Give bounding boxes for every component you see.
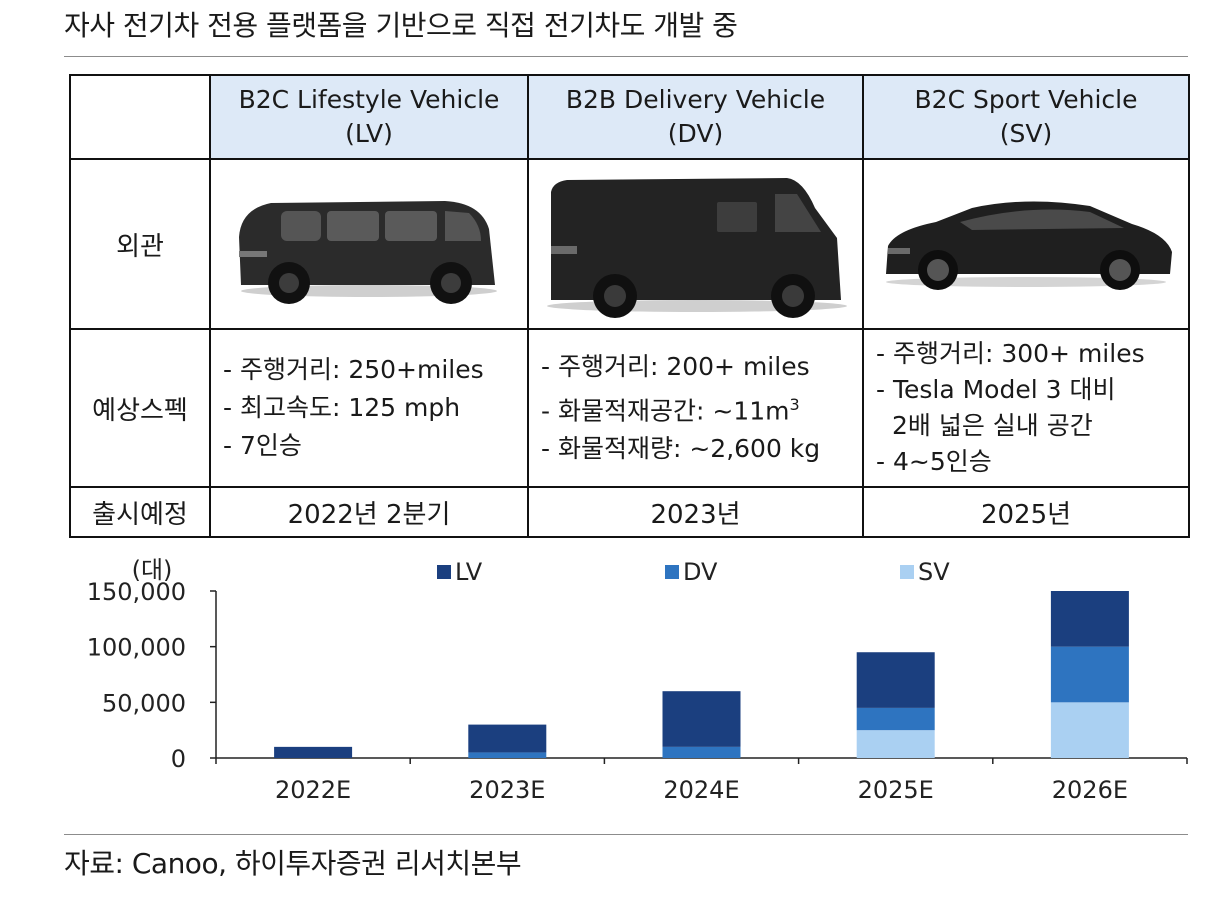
spec-line: - 주행거리: 300+ miles — [876, 339, 1145, 368]
bar-sv-2026e — [1050, 702, 1129, 758]
sv-launch: 2025년 — [862, 486, 1190, 538]
dv-van-icon — [546, 178, 847, 318]
bar-dv-2024e — [662, 746, 741, 758]
bar-lv-2025e — [856, 652, 935, 708]
x-tick-label: 2023E — [469, 776, 545, 804]
legend-swatch-sv — [900, 565, 914, 579]
spec-line: - 화물적재량: ~2,600 kg — [541, 434, 821, 464]
lv-van-icon — [239, 201, 497, 304]
spec-line: - 7인승 — [223, 431, 302, 460]
spec-line: - 주행거리: 200+ miles — [541, 351, 810, 381]
legend-swatch-dv — [665, 565, 679, 579]
legend-swatch-lv — [437, 565, 451, 579]
x-tick-label: 2022E — [275, 776, 351, 804]
bar-lv-2023e — [468, 724, 547, 753]
dv-specs: - 주행거리: 200+ miles - 화물적재공간: ~11m3 - 화물적… — [527, 328, 864, 488]
spec-line: - 주행거리: 250+miles — [223, 355, 484, 384]
sv-specs: - 주행거리: 300+ miles - Tesla Model 3 대비 2배… — [862, 328, 1190, 488]
spec-line: - 최고속도: 125 mph — [223, 393, 461, 422]
top-divider — [64, 56, 1188, 57]
sv-vehicle-image — [862, 158, 1190, 330]
y-tick-label: 100,000 — [87, 634, 186, 662]
spec-line: - Tesla Model 3 대비 — [876, 375, 1116, 404]
row-label-launch: 출시예정 — [69, 486, 211, 538]
bar-lv-2022e — [274, 746, 353, 758]
header-sv: B2C Sport Vehicle (SV) — [862, 74, 1190, 160]
bar-sv-2025e — [856, 730, 935, 758]
legend-label-dv: DV — [683, 558, 718, 586]
corner-cell — [69, 74, 211, 160]
bar-lv-2026e — [1050, 591, 1129, 647]
x-tick-label: 2026E — [1052, 776, 1128, 804]
legend-label-sv: SV — [918, 558, 950, 586]
bar-dv-2025e — [856, 707, 935, 731]
spec-line: - 화물적재공간: ~11m3 — [541, 394, 800, 426]
bar-dv-2026e — [1050, 646, 1129, 703]
vehicle-spec-table: B2C Lifestyle Vehicle (LV) B2B Delivery V… — [69, 74, 1190, 538]
y-tick-label: 50,000 — [102, 689, 186, 717]
header-dv: B2B Delivery Vehicle (DV) — [527, 74, 864, 160]
x-tick-label: 2025E — [858, 776, 934, 804]
x-tick-label: 2024E — [663, 776, 739, 804]
y-axis-unit-label: (대) — [132, 556, 173, 584]
table-header-row: B2C Lifestyle Vehicle (LV) B2B Delivery V… — [69, 74, 1190, 160]
sv-car-icon — [886, 201, 1172, 290]
row-label-exterior: 외관 — [69, 158, 211, 330]
source-note: 자료: Canoo, 하이투자증권 리서치본부 — [64, 847, 522, 880]
header-lv: B2C Lifestyle Vehicle (LV) — [209, 74, 529, 160]
legend-label-lv: LV — [455, 558, 483, 586]
spec-line: - 4~5인승 — [876, 447, 992, 476]
dv-vehicle-image — [527, 158, 864, 330]
y-tick-label: 0 — [171, 745, 186, 773]
spec-line: 2배 넓은 실내 공간 — [892, 411, 1093, 440]
bar-dv-2023e — [468, 752, 547, 758]
row-label-specs: 예상스펙 — [69, 328, 211, 488]
lv-launch: 2022년 2분기 — [209, 486, 529, 538]
dv-launch: 2023년 — [527, 486, 864, 538]
exterior-row: 외관 — [69, 158, 1190, 330]
lv-vehicle-image — [209, 158, 529, 330]
bar-lv-2024e — [662, 691, 741, 747]
spec-row: 예상스펙 - 주행거리: 250+miles - 최고속도: 125 mph -… — [69, 328, 1190, 488]
bottom-divider — [64, 834, 1188, 835]
page-title: 자사 전기차 전용 플랫폼을 기반으로 직접 전기차도 개발 중 — [64, 9, 738, 42]
lv-specs: - 주행거리: 250+miles - 최고속도: 125 mph - 7인승 — [209, 328, 529, 488]
launch-row: 출시예정 2022년 2분기 2023년 2025년 — [69, 486, 1190, 538]
y-tick-label: 150,000 — [87, 578, 186, 606]
